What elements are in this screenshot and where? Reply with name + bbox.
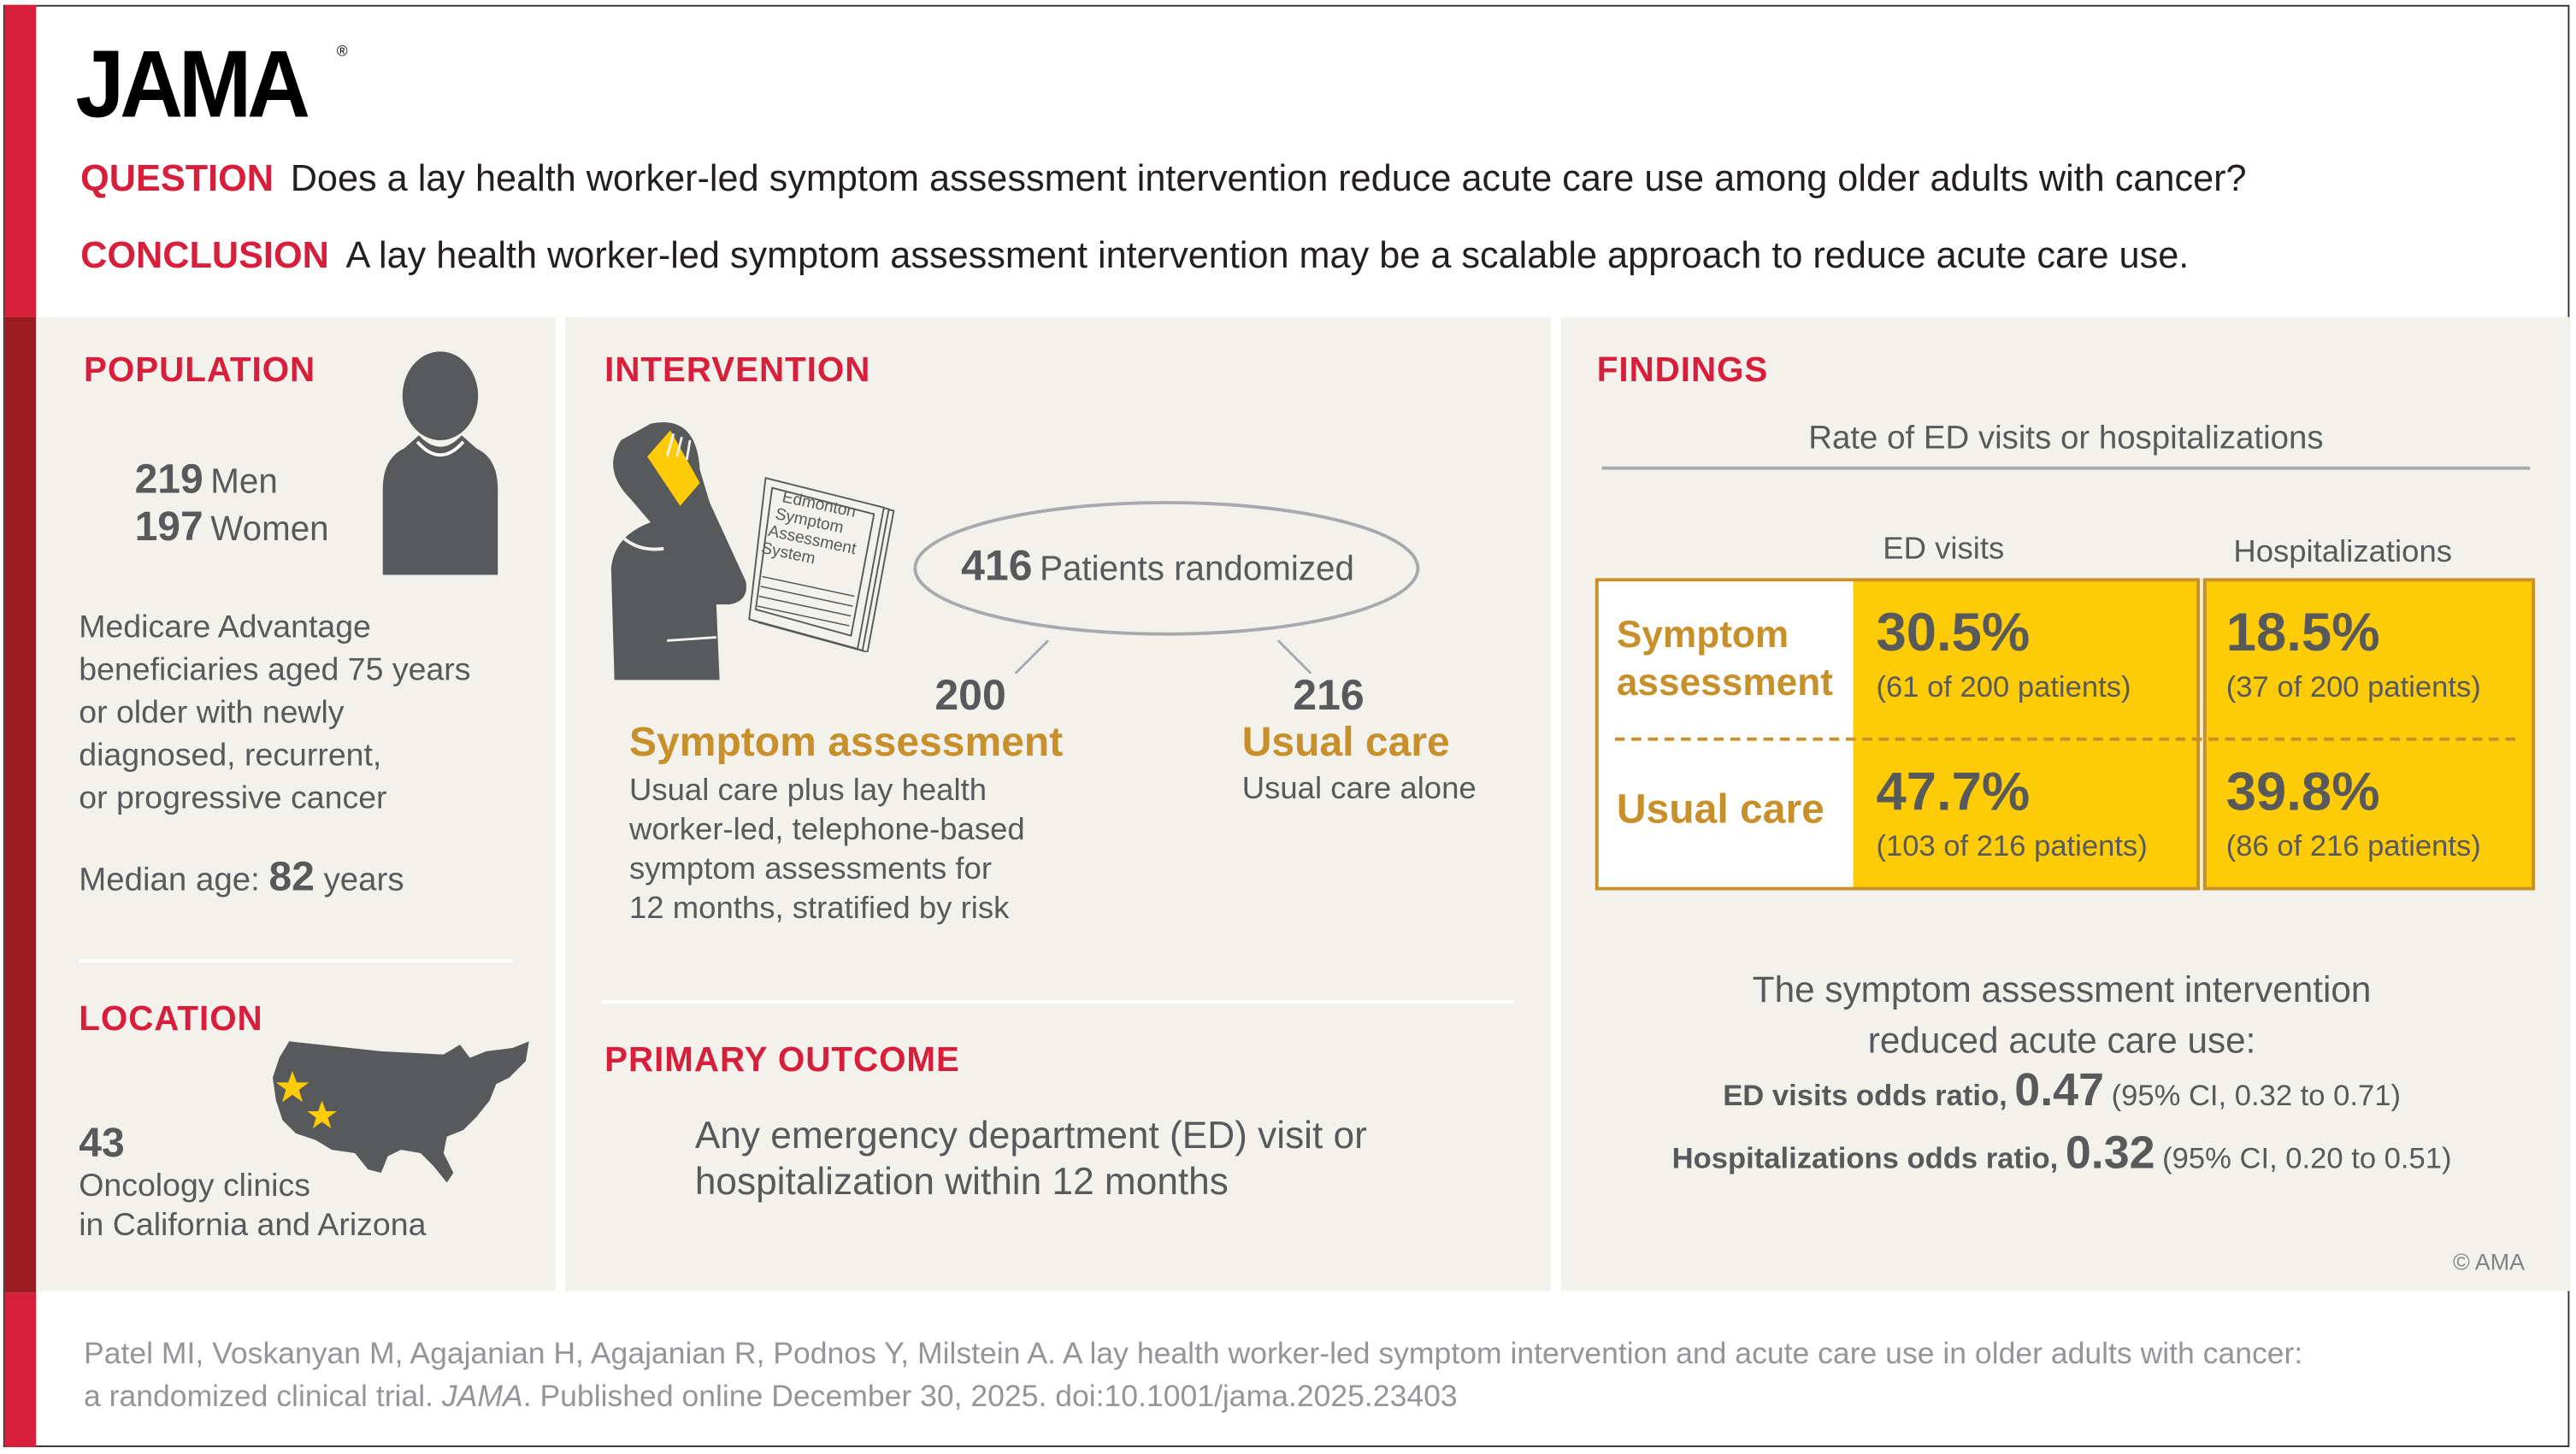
hosp-pct-symptom: 18.5% <box>2225 601 2380 662</box>
ed-odds-ratio: ED visits odds ratio, 0.47 (95% CI, 0.32… <box>1723 1064 2401 1116</box>
randomization-diagram <box>913 501 1420 674</box>
lay-health-worker-phone-icon <box>610 422 746 680</box>
esas-document-icon: Edmonton Symptom Assessment System <box>748 476 895 652</box>
divider <box>79 959 513 963</box>
citation: Patel MI, Voskanyan M, Agajanian H, Agaj… <box>84 1335 2303 1413</box>
ed-table-box <box>1595 578 2201 891</box>
ed-n-usual: (103 of 216 patients) <box>1876 829 2148 862</box>
conclusion-text: A lay health worker-led symptom assessme… <box>345 234 2190 276</box>
population-description: Medicare Advantage beneficiaries aged 75 … <box>79 609 471 817</box>
us-map-icon <box>272 1041 529 1183</box>
arm1-description: Usual care plus lay health worker-led, te… <box>628 774 1025 927</box>
row-label-symptom: Symptom assessment <box>1616 612 1833 703</box>
median-age: Median age: 82 years <box>79 854 404 901</box>
column-header-hosp: Hospitalizations <box>2233 535 2453 570</box>
question: QUESTION Does a lay health worker-led sy… <box>80 157 2246 200</box>
clinic-line2: in California and Arizona <box>79 1207 427 1244</box>
jama-logo: JAMA <box>75 31 310 138</box>
findings-subtitle: Rate of ED visits or hospitalizations <box>1808 420 2324 457</box>
hosp-n-usual: (86 of 216 patients) <box>2225 829 2481 862</box>
registered-mark: ® <box>336 42 348 60</box>
ed-n-symptom: (61 of 200 patients) <box>1876 670 2131 703</box>
question-text: Does a lay health worker-led symptom ass… <box>290 157 2247 199</box>
intervention-panel <box>565 316 1551 1292</box>
ed-pct-usual: 47.7% <box>1876 760 2031 821</box>
randomized-count: 416 Patients randomized <box>961 540 1354 590</box>
ed-pct-symptom: 30.5% <box>1876 601 2031 662</box>
arm1-count: 200 <box>934 670 1006 720</box>
hosp-table-box <box>2202 578 2536 891</box>
arm2-description: Usual care alone <box>1241 772 1477 807</box>
arm2-count: 216 <box>1293 670 1365 720</box>
divider <box>601 1000 1515 1004</box>
column-header-ed: ED visits <box>1883 532 2005 567</box>
accent-bar-bottom <box>4 1292 37 1447</box>
population-title: POPULATION <box>84 351 316 390</box>
accent-bar-top <box>4 4 37 317</box>
location-title: LOCATION <box>79 1000 263 1039</box>
men-count: 219 Men <box>134 456 278 503</box>
hosp-odds-ratio: Hospitalizations odds ratio, 0.32 (95% C… <box>1671 1127 2452 1178</box>
arm1-name: Symptom assessment <box>628 719 1064 766</box>
subtitle-rule <box>1601 466 2531 469</box>
person-icon <box>382 351 498 575</box>
clinic-line1: Oncology clinics <box>79 1168 310 1204</box>
row-divider <box>1614 737 2515 741</box>
conclusion: CONCLUSION A lay health worker-led sympt… <box>80 235 2189 278</box>
conclusion-label: CONCLUSION <box>80 234 329 276</box>
arm2-name: Usual care <box>1241 719 1450 766</box>
intervention-title: INTERVENTION <box>604 351 871 390</box>
row-label-usual: Usual care <box>1616 786 1824 833</box>
accent-bar-middle <box>4 316 37 1293</box>
clinic-count: 43 <box>79 1120 125 1167</box>
findings-title: FINDINGS <box>1596 351 1769 390</box>
women-count: 197 Women <box>134 503 329 550</box>
question-label: QUESTION <box>80 157 274 199</box>
hosp-n-symptom: (37 of 200 patients) <box>2225 670 2481 703</box>
copyright: © AMA <box>2452 1248 2526 1275</box>
primary-outcome-text: Any emergency department (ED) visit or ho… <box>694 1113 1367 1203</box>
hosp-pct-usual: 39.8% <box>2225 760 2380 821</box>
findings-summary: The symptom assessment intervention reduc… <box>1752 968 2372 1062</box>
primary-outcome-title: PRIMARY OUTCOME <box>604 1041 960 1080</box>
